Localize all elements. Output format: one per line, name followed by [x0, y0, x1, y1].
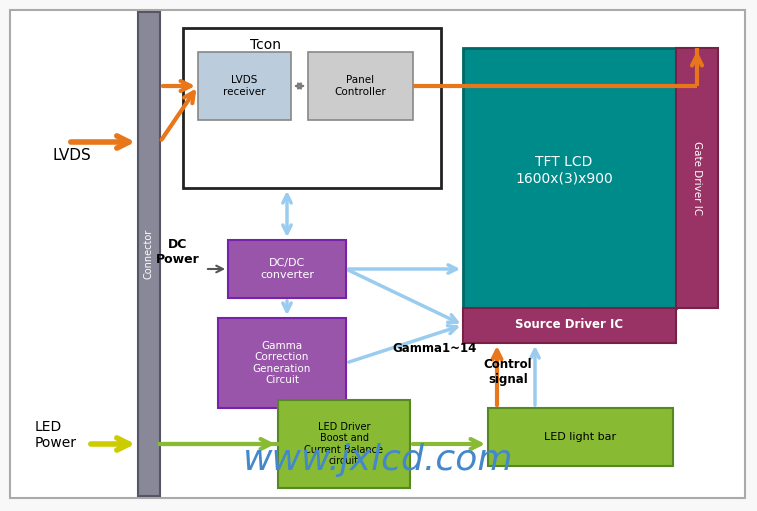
Text: www.jxlcd.com: www.jxlcd.com: [243, 443, 513, 477]
Text: Gamma1~14: Gamma1~14: [393, 341, 477, 355]
Text: Source Driver IC: Source Driver IC: [515, 318, 623, 332]
Text: Gate Driver IC: Gate Driver IC: [692, 141, 702, 215]
Text: DC
Power: DC Power: [156, 238, 200, 266]
Text: Control
signal: Control signal: [484, 358, 532, 386]
Bar: [228, 240, 346, 298]
Text: Connector: Connector: [144, 229, 154, 279]
Text: LED
Power: LED Power: [35, 420, 77, 450]
Bar: [463, 308, 676, 343]
Bar: [278, 400, 410, 488]
Bar: [218, 318, 346, 408]
Text: Tcon: Tcon: [250, 38, 281, 52]
Bar: [676, 48, 718, 308]
Bar: [198, 52, 291, 120]
Text: Panel
Controller: Panel Controller: [334, 75, 386, 97]
Bar: [183, 28, 441, 188]
Bar: [138, 12, 160, 496]
Bar: [463, 48, 676, 308]
Bar: [488, 408, 673, 466]
Text: DC/DC
converter: DC/DC converter: [260, 258, 314, 280]
Text: LED Driver
Boost and
Current Balance
circuit: LED Driver Boost and Current Balance cir…: [304, 422, 384, 467]
Text: LVDS
receiver: LVDS receiver: [223, 75, 265, 97]
Text: TFT LCD
1600x(3)x900: TFT LCD 1600x(3)x900: [515, 155, 613, 185]
Bar: [308, 52, 413, 120]
Text: LED light bar: LED light bar: [544, 432, 616, 442]
Text: LVDS: LVDS: [52, 148, 91, 162]
Text: Gamma
Correction
Generation
Circuit: Gamma Correction Generation Circuit: [253, 341, 311, 385]
